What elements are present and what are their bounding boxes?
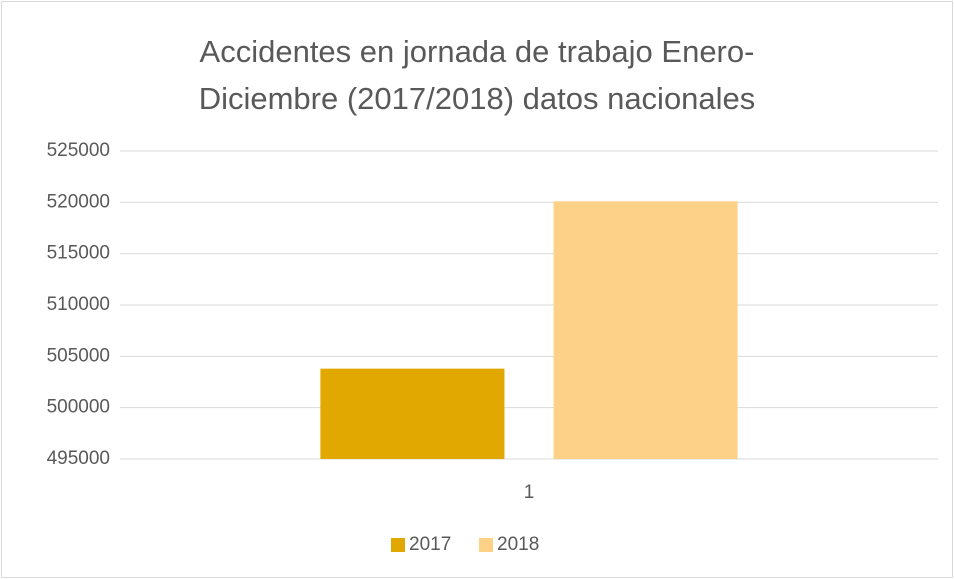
y-tick-label: 520000	[47, 191, 110, 212]
bar	[320, 368, 505, 459]
bar	[553, 201, 738, 459]
legend-label: 2018	[497, 534, 539, 555]
x-tick-label: 1	[524, 482, 535, 503]
legend-swatch	[479, 538, 493, 552]
legend-label: 2017	[409, 534, 451, 555]
y-tick-label: 515000	[47, 243, 110, 264]
y-tick-label: 510000	[47, 294, 110, 315]
y-tick-label: 525000	[47, 140, 110, 161]
y-tick-label: 500000	[47, 397, 110, 418]
y-tick-label: 495000	[47, 448, 110, 469]
legend-swatch	[391, 538, 405, 552]
y-tick-label: 505000	[47, 345, 110, 366]
chart-title: Accidentes en jornada de trabajo Enero-D…	[198, 34, 756, 116]
